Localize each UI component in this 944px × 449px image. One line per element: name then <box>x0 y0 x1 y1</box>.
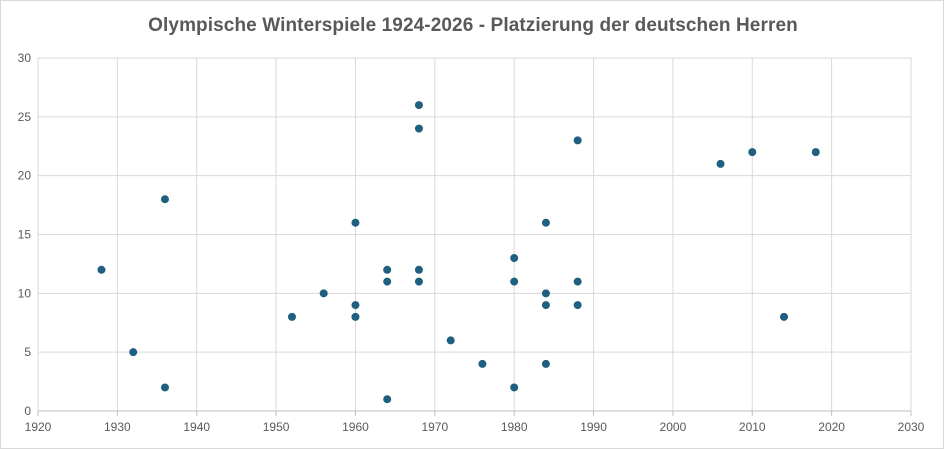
data-point <box>351 218 360 227</box>
data-point <box>446 336 455 345</box>
data-point <box>510 383 519 392</box>
y-tick-label: 15 <box>18 228 32 242</box>
data-point <box>811 148 820 157</box>
tick-labels: 0 5 10 15 20 25 30 1920 1930 1940 1950 1960 1970 1980… <box>18 51 925 434</box>
x-tick-label: 1990 <box>580 420 607 434</box>
data-point <box>351 312 360 321</box>
data-point <box>541 301 550 310</box>
data-point <box>414 265 423 274</box>
x-tick-label: 1980 <box>501 420 528 434</box>
data-point <box>748 148 757 157</box>
y-tick-label: 30 <box>18 51 32 65</box>
chart-title: Olympische Winterspiele 1924-2026 - Plat… <box>148 15 798 36</box>
x-tick-label: 1970 <box>421 420 448 434</box>
data-point <box>97 265 106 274</box>
grid-lines <box>37 57 912 411</box>
data-point <box>414 277 423 286</box>
data-point <box>351 301 360 310</box>
data-point <box>780 312 789 321</box>
data-point <box>160 195 169 204</box>
data-point <box>510 254 519 263</box>
x-tick-label: 2020 <box>818 420 845 434</box>
y-tick-label: 20 <box>18 169 32 183</box>
data-point <box>414 101 423 110</box>
data-point <box>510 277 519 286</box>
x-tick-label: 1950 <box>263 420 290 434</box>
data-point <box>541 289 550 298</box>
x-tick-label: 1930 <box>104 420 131 434</box>
data-point <box>129 348 138 357</box>
x-tick-label: 2010 <box>739 420 766 434</box>
data-point <box>573 136 582 145</box>
data-point <box>716 159 725 168</box>
data-point <box>383 395 392 404</box>
data-point <box>414 124 423 133</box>
y-tick-label: 10 <box>18 286 32 300</box>
y-tick-label: 0 <box>24 404 31 418</box>
data-point <box>319 289 328 298</box>
data-point <box>383 265 392 274</box>
x-tick-label: 1920 <box>25 420 52 434</box>
data-point <box>573 277 582 286</box>
data-point <box>160 383 169 392</box>
data-point <box>478 359 487 368</box>
x-tick-label: 2030 <box>898 420 925 434</box>
y-tick-label: 25 <box>18 110 32 124</box>
x-tick-label: 1960 <box>342 420 369 434</box>
data-point <box>541 218 550 227</box>
data-point <box>383 277 392 286</box>
data-point <box>287 312 296 321</box>
data-point <box>541 359 550 368</box>
data-point <box>573 301 582 310</box>
axes <box>37 410 912 416</box>
x-tick-label: 2000 <box>660 420 687 434</box>
x-tick-label: 1940 <box>183 420 210 434</box>
y-tick-label: 5 <box>24 345 31 359</box>
data-points <box>97 101 820 404</box>
